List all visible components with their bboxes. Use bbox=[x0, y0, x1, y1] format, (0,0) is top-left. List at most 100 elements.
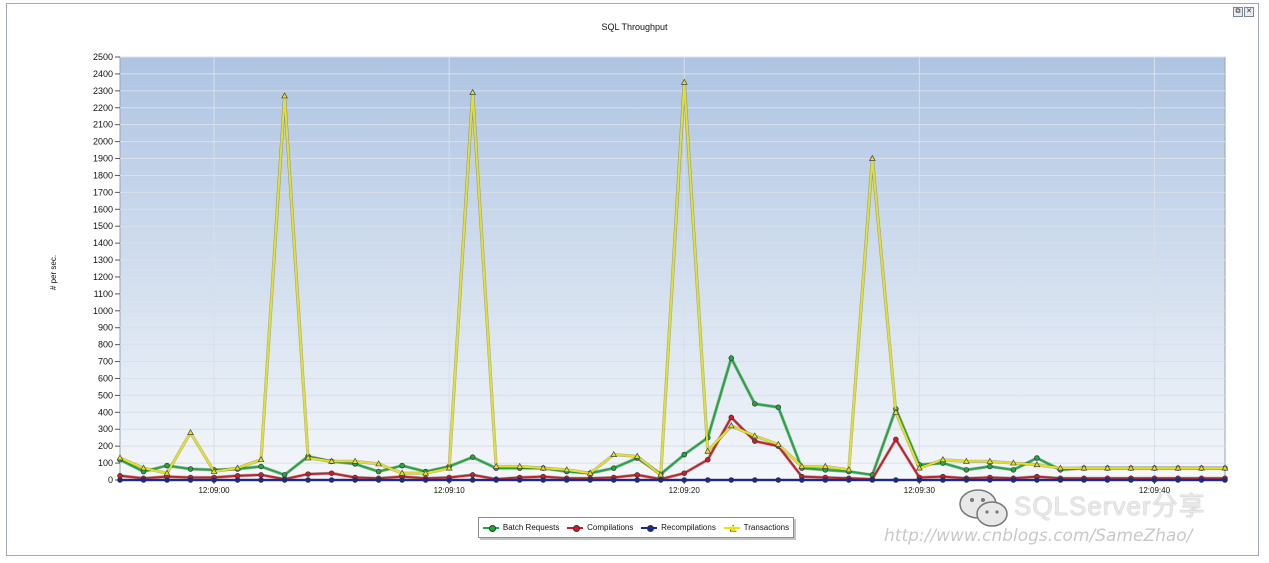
legend: Batch Requests Compilations Recompilations… bbox=[478, 517, 794, 538]
legend-item-batch-requests[interactable]: Batch Requests bbox=[482, 523, 560, 532]
data-point bbox=[680, 78, 688, 85]
data-point bbox=[798, 462, 806, 469]
data-point bbox=[375, 468, 382, 475]
data-point bbox=[893, 436, 899, 443]
y-tick-label: 2300 bbox=[93, 86, 113, 96]
data-point bbox=[681, 477, 688, 483]
close-icon[interactable]: ✕ bbox=[1244, 7, 1254, 17]
data-point bbox=[234, 477, 241, 483]
y-tick-label: 200 bbox=[98, 441, 113, 451]
y-tick-label: 1100 bbox=[94, 289, 113, 299]
data-point bbox=[563, 466, 571, 473]
data-point bbox=[1128, 477, 1134, 483]
legend-item-recompilations[interactable]: Recompilations bbox=[641, 523, 716, 532]
data-point bbox=[821, 462, 829, 469]
data-point bbox=[610, 450, 618, 457]
data-point bbox=[187, 477, 194, 483]
data-point bbox=[657, 471, 665, 478]
y-tick-label: 400 bbox=[98, 407, 113, 417]
y-tick-label: 100 bbox=[98, 458, 113, 468]
data-point bbox=[516, 477, 523, 483]
data-point bbox=[940, 477, 946, 483]
data-point bbox=[752, 401, 758, 407]
data-point bbox=[492, 462, 500, 469]
chart-title: SQL Throughput bbox=[601, 22, 668, 32]
data-point bbox=[469, 477, 476, 483]
data-point bbox=[963, 467, 970, 473]
legend-label: Transactions bbox=[743, 523, 790, 532]
legend-item-transactions[interactable]: Transactions bbox=[723, 523, 790, 532]
y-tick-label: 1900 bbox=[93, 154, 113, 164]
data-point bbox=[399, 477, 405, 483]
data-point bbox=[1221, 464, 1229, 471]
data-point bbox=[117, 477, 123, 483]
data-point bbox=[164, 477, 170, 483]
data-point bbox=[422, 469, 430, 476]
data-point bbox=[704, 447, 712, 454]
y-tick-label: 1000 bbox=[93, 306, 113, 316]
y-tick-label: 2000 bbox=[93, 137, 113, 147]
data-point bbox=[116, 454, 124, 461]
y-tick-label: 700 bbox=[98, 357, 113, 367]
y-tick-label: 1400 bbox=[93, 238, 113, 248]
legend-label: Compilations bbox=[587, 523, 634, 532]
data-point bbox=[1175, 477, 1181, 483]
data-point bbox=[634, 477, 640, 483]
data-point bbox=[752, 438, 758, 444]
y-tick-label: 2100 bbox=[93, 120, 113, 130]
data-point bbox=[586, 469, 594, 476]
data-point bbox=[681, 451, 688, 458]
data-point bbox=[493, 477, 499, 483]
data-point bbox=[1057, 477, 1064, 483]
data-point bbox=[211, 477, 217, 483]
series-line bbox=[119, 82, 1225, 477]
data-point bbox=[1033, 461, 1041, 468]
data-point bbox=[727, 422, 735, 429]
data-point bbox=[775, 404, 782, 410]
data-point bbox=[469, 472, 476, 478]
y-tick-label: 1700 bbox=[93, 187, 113, 197]
legend-label: Recompilations bbox=[661, 523, 716, 532]
data-point bbox=[868, 154, 876, 161]
y-tick-label: 2500 bbox=[93, 52, 113, 62]
legend-label: Batch Requests bbox=[502, 523, 560, 532]
data-point bbox=[916, 477, 923, 483]
data-point bbox=[1057, 464, 1064, 471]
data-point bbox=[962, 457, 970, 464]
data-point bbox=[728, 414, 735, 421]
data-point bbox=[563, 477, 570, 483]
data-point bbox=[963, 477, 970, 483]
data-point bbox=[1174, 464, 1182, 471]
data-point bbox=[728, 477, 735, 483]
data-point bbox=[540, 477, 546, 483]
data-point bbox=[258, 477, 264, 483]
restore-icon[interactable]: ⧉ bbox=[1233, 7, 1243, 17]
y-tick-label: 1200 bbox=[93, 272, 113, 282]
data-point bbox=[845, 466, 853, 473]
data-point bbox=[234, 464, 241, 471]
data-point bbox=[422, 477, 429, 483]
data-point bbox=[1010, 477, 1017, 483]
data-point bbox=[140, 477, 147, 483]
data-point bbox=[1104, 464, 1111, 471]
data-point bbox=[774, 440, 782, 447]
data-point bbox=[1010, 467, 1017, 473]
legend-item-compilations[interactable]: Compilations bbox=[567, 523, 633, 532]
data-point bbox=[705, 477, 711, 483]
data-point bbox=[258, 463, 264, 470]
data-point bbox=[705, 456, 711, 463]
data-point bbox=[328, 470, 335, 476]
series-line bbox=[119, 415, 1225, 481]
data-point bbox=[1198, 464, 1205, 471]
x-tick-label: 12:09:20 bbox=[669, 486, 701, 495]
watermark: SQLServer分享 http://www.cnblogs.com/SameZ… bbox=[884, 478, 1248, 548]
x-tick-label: 12:09:00 bbox=[198, 486, 230, 495]
y-tick-label: 300 bbox=[98, 424, 113, 434]
data-point bbox=[469, 454, 476, 460]
y-tick-label: 800 bbox=[98, 340, 113, 350]
data-point bbox=[1034, 477, 1040, 483]
data-point bbox=[633, 452, 641, 459]
data-point bbox=[634, 472, 640, 478]
data-point bbox=[846, 477, 852, 483]
data-point bbox=[799, 477, 805, 483]
